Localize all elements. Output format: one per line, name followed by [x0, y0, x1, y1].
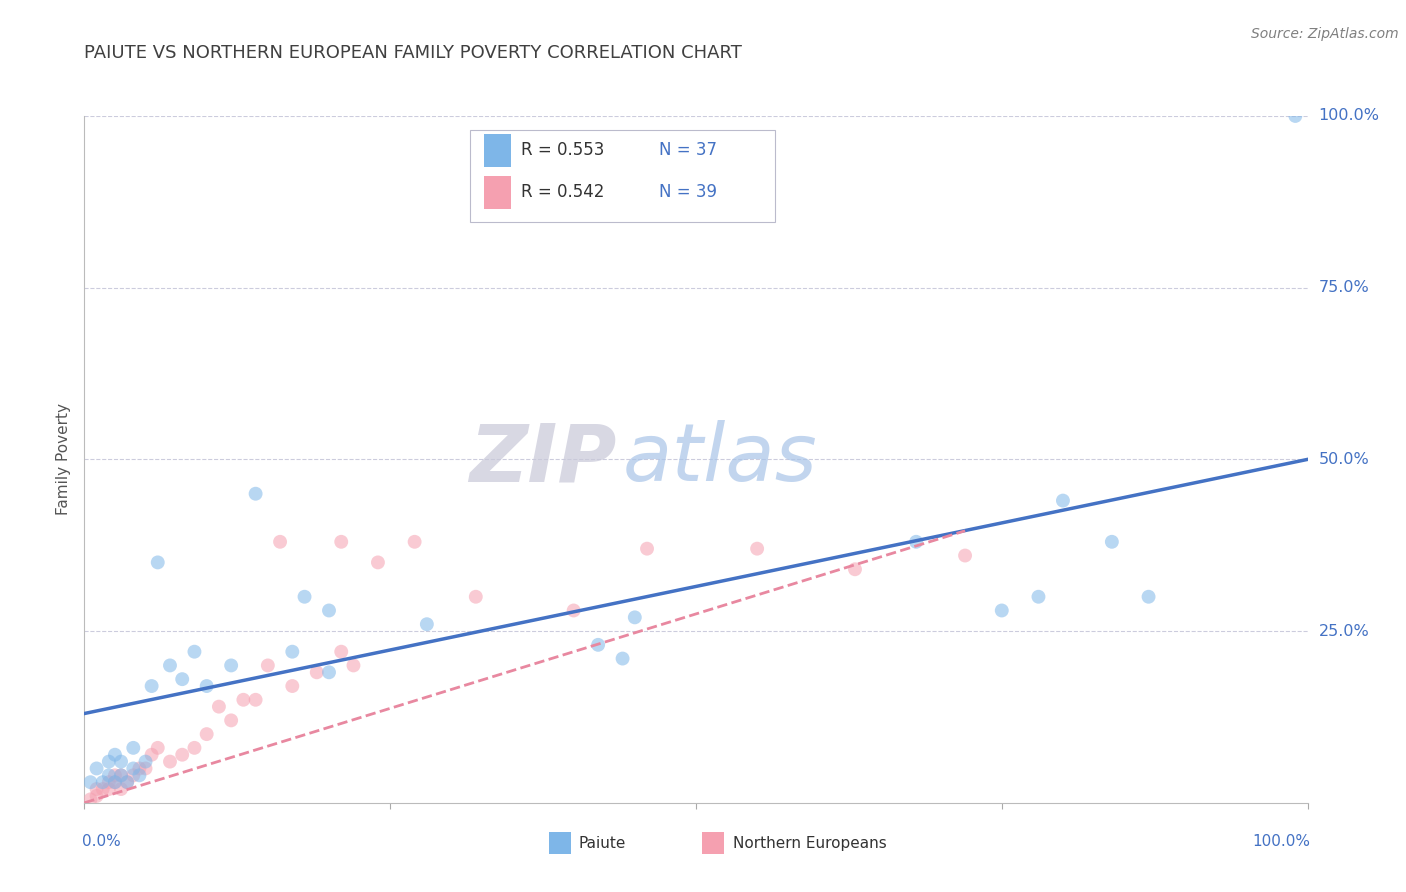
Y-axis label: Family Poverty: Family Poverty — [56, 403, 72, 516]
Bar — [484, 134, 512, 167]
Point — [245, 487, 267, 501]
Point — [159, 658, 181, 673]
Point — [330, 534, 353, 549]
Point — [1137, 590, 1160, 604]
Point — [104, 775, 127, 789]
Point — [1028, 590, 1050, 604]
Text: 100.0%: 100.0% — [1251, 834, 1310, 848]
Point — [97, 768, 120, 782]
Point — [135, 755, 157, 769]
Point — [257, 658, 280, 673]
Point — [208, 699, 231, 714]
Text: 75.0%: 75.0% — [1319, 280, 1369, 295]
Point — [128, 761, 150, 775]
Text: 25.0%: 25.0% — [1319, 624, 1369, 639]
Point — [636, 541, 658, 556]
Point — [404, 534, 426, 549]
Point — [1101, 534, 1123, 549]
Point — [122, 740, 145, 755]
Point — [122, 761, 145, 775]
Point — [86, 789, 108, 803]
Text: R = 0.553: R = 0.553 — [522, 141, 605, 160]
Point — [1284, 109, 1306, 123]
Point — [562, 603, 585, 617]
Point — [586, 638, 609, 652]
Text: N = 37: N = 37 — [659, 141, 717, 160]
Bar — [702, 832, 724, 855]
Point — [104, 747, 127, 762]
Point — [79, 775, 101, 789]
Point — [367, 555, 389, 570]
Bar — [550, 832, 571, 855]
Point — [128, 768, 150, 782]
Point — [905, 534, 928, 549]
Point — [110, 782, 132, 797]
Text: Source: ZipAtlas.com: Source: ZipAtlas.com — [1251, 27, 1399, 41]
Point — [91, 775, 114, 789]
FancyBboxPatch shape — [470, 129, 776, 222]
Point — [195, 679, 218, 693]
Point — [219, 714, 242, 728]
Point — [115, 775, 138, 789]
Point — [110, 768, 132, 782]
Text: N = 39: N = 39 — [659, 183, 717, 201]
Point — [141, 747, 163, 762]
Point — [281, 645, 304, 659]
Point — [183, 740, 205, 755]
Point — [146, 555, 169, 570]
Text: Paiute: Paiute — [578, 836, 626, 851]
Point — [97, 775, 120, 789]
Point — [159, 755, 181, 769]
Point — [342, 658, 364, 673]
Point — [1052, 493, 1074, 508]
Point — [294, 590, 316, 604]
Point — [104, 768, 127, 782]
Point — [844, 562, 866, 576]
Point — [172, 747, 194, 762]
Point — [97, 755, 120, 769]
Point — [110, 768, 132, 782]
Point — [464, 590, 486, 604]
Point — [115, 775, 138, 789]
Text: 0.0%: 0.0% — [82, 834, 121, 848]
Point — [269, 534, 291, 549]
Point — [146, 740, 169, 755]
Text: ZIP: ZIP — [470, 420, 616, 499]
Point — [990, 603, 1012, 617]
Point — [135, 761, 157, 775]
Point — [612, 651, 634, 665]
Point — [330, 645, 353, 659]
Point — [183, 645, 205, 659]
Point — [97, 782, 120, 797]
Point — [219, 658, 242, 673]
Point — [305, 665, 328, 680]
Point — [91, 782, 114, 797]
Point — [232, 692, 254, 706]
Point — [245, 692, 267, 706]
Text: PAIUTE VS NORTHERN EUROPEAN FAMILY POVERTY CORRELATION CHART: PAIUTE VS NORTHERN EUROPEAN FAMILY POVER… — [84, 45, 742, 62]
Point — [104, 775, 127, 789]
Point — [318, 603, 340, 617]
Point — [416, 617, 439, 632]
Point — [122, 768, 145, 782]
Point — [747, 541, 769, 556]
Text: 100.0%: 100.0% — [1319, 109, 1379, 123]
Text: R = 0.542: R = 0.542 — [522, 183, 605, 201]
Point — [195, 727, 218, 741]
Point — [86, 761, 108, 775]
Point — [79, 792, 101, 806]
Text: Northern Europeans: Northern Europeans — [733, 836, 886, 851]
Point — [86, 782, 108, 797]
Text: atlas: atlas — [623, 420, 817, 499]
Text: 50.0%: 50.0% — [1319, 452, 1369, 467]
Point — [624, 610, 647, 624]
Point — [318, 665, 340, 680]
Point — [110, 755, 132, 769]
Point — [953, 549, 976, 563]
Point — [172, 672, 194, 686]
Point — [281, 679, 304, 693]
Point — [141, 679, 163, 693]
Bar — [484, 176, 512, 209]
